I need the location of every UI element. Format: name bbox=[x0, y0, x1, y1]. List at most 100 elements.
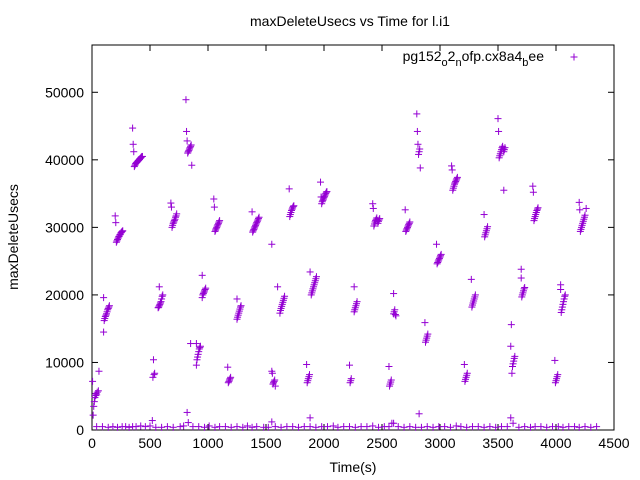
data-point bbox=[255, 213, 263, 221]
data-point bbox=[474, 423, 482, 431]
data-point bbox=[494, 115, 502, 123]
data-point bbox=[390, 290, 398, 298]
data-point bbox=[350, 283, 358, 291]
data-point bbox=[517, 274, 525, 282]
data-point bbox=[119, 227, 127, 235]
data-point bbox=[376, 215, 384, 223]
data-point bbox=[480, 423, 488, 431]
data-point bbox=[561, 291, 569, 299]
data-point bbox=[170, 217, 178, 225]
data-point bbox=[195, 423, 203, 431]
data-point bbox=[529, 182, 537, 190]
data-point bbox=[391, 311, 399, 318]
data-point bbox=[253, 423, 261, 431]
data-point bbox=[375, 423, 383, 431]
data-point bbox=[248, 423, 256, 431]
data-point bbox=[392, 312, 400, 320]
data-point bbox=[581, 423, 589, 431]
x-axis: 0 500 1000 1500 2000 2500 3000 3500 4000 4500 bbox=[88, 45, 630, 451]
plot-frame bbox=[91, 44, 615, 431]
data-point bbox=[406, 218, 414, 226]
data-point bbox=[559, 423, 567, 431]
data-point bbox=[137, 422, 145, 430]
data-point bbox=[406, 423, 414, 431]
data-point bbox=[533, 205, 541, 213]
legend-label-part: b bbox=[522, 57, 528, 69]
data-point bbox=[90, 402, 98, 410]
data-point bbox=[271, 376, 279, 384]
y-tick-label: 10000 bbox=[45, 354, 84, 370]
data-point bbox=[429, 423, 437, 431]
y-tick-label: 0 bbox=[76, 422, 84, 438]
data-point bbox=[334, 423, 342, 431]
data-point bbox=[158, 423, 166, 431]
data-point bbox=[176, 423, 184, 431]
data-point bbox=[202, 284, 210, 292]
data-point bbox=[289, 202, 297, 210]
data-point bbox=[534, 204, 542, 212]
data-point bbox=[290, 202, 298, 210]
x-axis-label: Time(s) bbox=[330, 459, 377, 475]
data-point bbox=[543, 423, 551, 431]
data-point bbox=[582, 204, 590, 212]
data-point bbox=[387, 376, 395, 384]
data-point bbox=[226, 375, 234, 383]
data-point bbox=[118, 227, 126, 235]
data-point bbox=[248, 208, 256, 216]
data-point bbox=[414, 140, 422, 148]
legend-marker bbox=[570, 53, 578, 61]
data-point bbox=[167, 203, 175, 211]
data-points bbox=[89, 96, 601, 431]
data-point bbox=[173, 210, 181, 218]
data-point bbox=[400, 423, 408, 431]
data-point bbox=[413, 127, 421, 135]
data-point bbox=[492, 423, 500, 431]
data-point bbox=[94, 387, 102, 395]
data-point bbox=[100, 328, 108, 336]
data-point bbox=[369, 422, 377, 430]
data-point bbox=[511, 352, 519, 360]
data-point bbox=[317, 178, 325, 186]
legend-label-part: 2 bbox=[448, 48, 456, 64]
data-point bbox=[413, 110, 421, 118]
data-point bbox=[98, 423, 106, 431]
data-point bbox=[448, 162, 456, 170]
data-point bbox=[457, 423, 465, 431]
data-point bbox=[187, 141, 195, 149]
data-point bbox=[294, 423, 302, 431]
data-point bbox=[369, 200, 377, 208]
data-point bbox=[437, 250, 445, 258]
data-point bbox=[183, 408, 191, 416]
data-point bbox=[517, 265, 525, 273]
data-point bbox=[112, 219, 120, 227]
data-point bbox=[111, 212, 119, 220]
data-point bbox=[100, 294, 108, 302]
data-point bbox=[141, 423, 149, 431]
data-point bbox=[503, 423, 511, 431]
data-point bbox=[448, 166, 456, 174]
data-point bbox=[529, 188, 537, 196]
legend-label-part: ee bbox=[528, 48, 544, 64]
y-tick-label: 20000 bbox=[45, 287, 84, 303]
data-point bbox=[237, 302, 245, 310]
data-point bbox=[187, 142, 195, 150]
data-point bbox=[554, 423, 562, 431]
data-point bbox=[105, 302, 113, 310]
data-point bbox=[322, 188, 330, 196]
data-point bbox=[268, 369, 276, 377]
data-point bbox=[93, 388, 101, 396]
data-point bbox=[507, 414, 515, 422]
data-point bbox=[155, 283, 163, 291]
data-point bbox=[306, 371, 313, 379]
data-point bbox=[463, 423, 471, 431]
data-point bbox=[233, 295, 241, 303]
data-point bbox=[306, 423, 314, 431]
data-point bbox=[385, 423, 393, 431]
data-point bbox=[196, 342, 204, 350]
data-point bbox=[150, 371, 158, 379]
data-point bbox=[347, 375, 355, 383]
legend-label-part: pg152 bbox=[403, 48, 442, 64]
data-point bbox=[132, 423, 140, 431]
data-point bbox=[138, 152, 146, 160]
